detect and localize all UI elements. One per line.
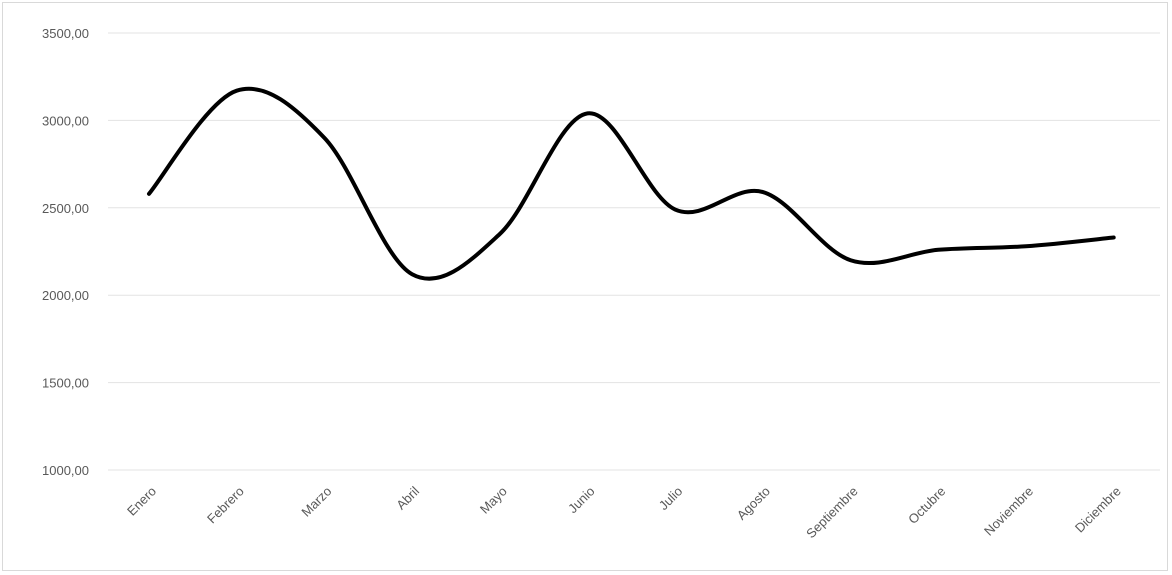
y-tick-label: 1000,00 [42, 463, 89, 478]
x-tick-label: Agosto [734, 484, 773, 523]
y-tick-label: 3000,00 [42, 113, 89, 128]
x-tick-label: Noviembre [981, 484, 1036, 539]
series-line [147, 86, 1116, 281]
gridlines [108, 32, 1160, 471]
plot-area [147, 86, 1116, 281]
x-tick-label: Septiembre [803, 484, 861, 542]
x-tick-label: Junio [565, 484, 598, 517]
y-tick-label: 2000,00 [42, 288, 89, 303]
y-tick-label: 3500,00 [42, 26, 89, 41]
x-tick-label: Mayo [477, 484, 510, 517]
x-tick-label: Marzo [298, 484, 334, 520]
y-tick-label: 1500,00 [42, 376, 89, 391]
x-tick-label: Enero [124, 484, 159, 519]
x-tick-label: Febrero [204, 484, 247, 527]
x-tick-label: Abril [393, 483, 422, 512]
x-tick-label: Octubre [905, 484, 948, 527]
x-axis: Enero Febrero Marzo Abril Mayo Junio Julio Agos… [124, 483, 1124, 541]
x-tick-label: Diciembre [1072, 484, 1124, 536]
y-tick-label: 2500,00 [42, 201, 89, 216]
y-axis: 1000,00 1500,00 2000,00 2500,00 3000,00 3500,… [42, 26, 89, 478]
x-tick-label: Julio [656, 484, 686, 514]
